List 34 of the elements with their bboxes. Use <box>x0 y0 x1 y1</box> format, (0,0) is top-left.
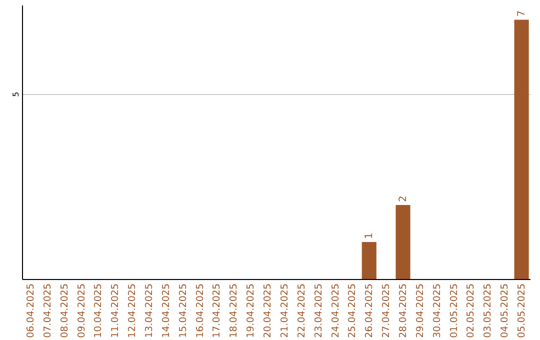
x-tick-label: 05.05.2025 <box>516 284 528 338</box>
data-label: 2 <box>398 196 409 202</box>
x-tick-label: 03.05.2025 <box>482 284 494 338</box>
x-tick-label: 13.04.2025 <box>144 284 155 338</box>
x-tick-label: 21.04.2025 <box>279 284 290 338</box>
y-tick-label: 5 <box>12 92 20 97</box>
x-tick-label: 25.04.2025 <box>347 284 358 338</box>
x-tick-label: 02.05.2025 <box>466 284 477 338</box>
x-tick-label: 06.04.2025 <box>25 284 36 338</box>
x-tick-label: 08.04.2025 <box>59 284 70 338</box>
x-tick-label: 18.04.2025 <box>228 284 240 338</box>
x-tick-label: 15.04.2025 <box>178 284 189 338</box>
x-tick-label: 24.04.2025 <box>330 284 342 338</box>
x-tick-label: 11.04.2025 <box>110 284 122 338</box>
x-tick-label: 22.04.2025 <box>296 284 308 338</box>
data-label: 1 <box>364 232 376 239</box>
x-tick-label: 26.04.2025 <box>364 284 376 338</box>
x-tick-label: 04.05.2025 <box>500 284 511 338</box>
x-tick-label: 27.04.2025 <box>381 284 392 338</box>
x-tick-label: 10.04.2025 <box>93 284 104 338</box>
x-tick-label: 09.04.2025 <box>76 284 88 338</box>
x-tick-label: 30.04.2025 <box>432 284 443 338</box>
x-tick-label: 16.04.2025 <box>194 284 206 338</box>
x-tick-label: 14.04.2025 <box>160 284 172 338</box>
x-tick-label: 20.04.2025 <box>262 284 274 338</box>
x-tick-label: 01.05.2025 <box>448 284 460 338</box>
x-tick-label: 19.04.2025 <box>246 284 257 338</box>
x-tick-label: 23.04.2025 <box>313 284 324 338</box>
x-tick-label: 07.04.2025 <box>42 284 54 338</box>
x-tick-label: 17.04.2025 <box>212 284 223 338</box>
x-tick-label: 12.04.2025 <box>127 284 138 338</box>
data-label: 7 <box>516 10 528 17</box>
x-tick-label: 29.04.2025 <box>414 284 426 338</box>
x-tick-label: 28.04.2025 <box>398 284 409 338</box>
